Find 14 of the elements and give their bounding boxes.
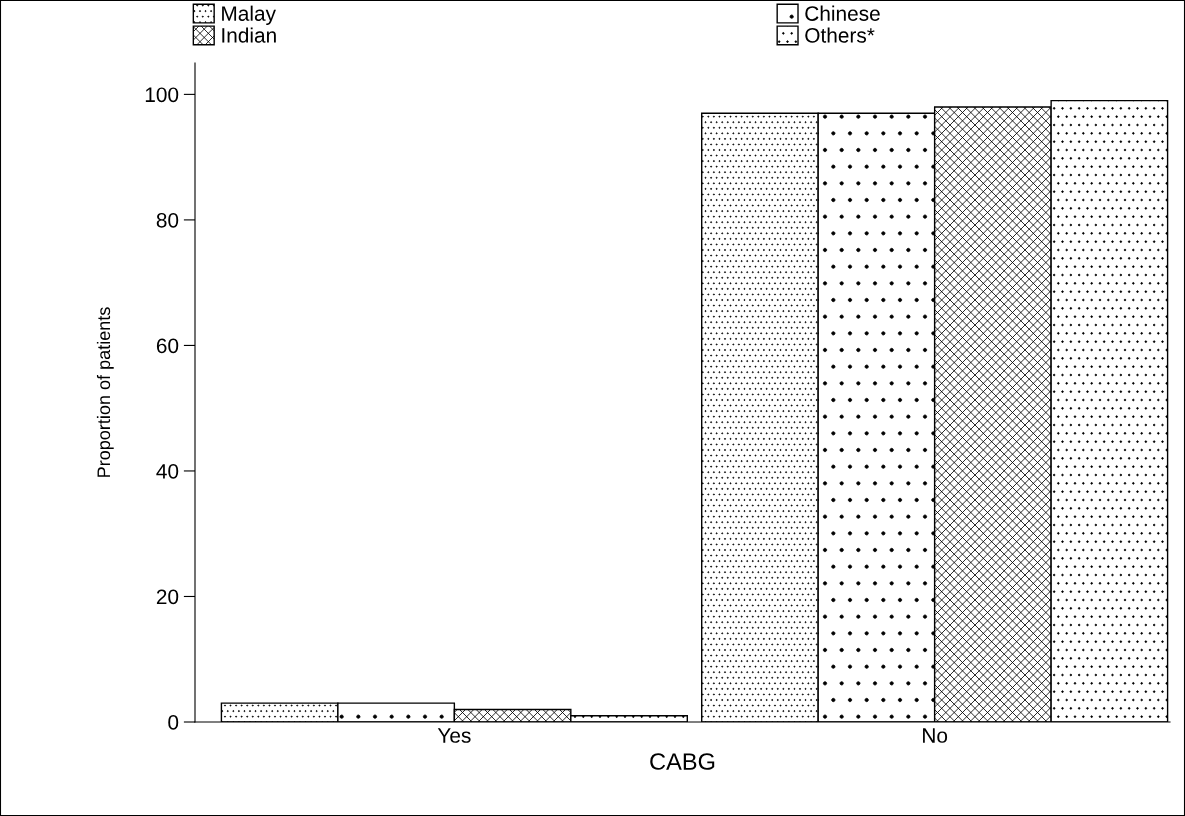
x-tick-label: No [923, 728, 948, 743]
y-tick-label: 0 [168, 715, 179, 730]
legend-label: Chinese [805, 5, 880, 21]
y-tick-label: 20 [156, 589, 179, 605]
y-tick-label: 60 [156, 338, 179, 354]
legend-label: Others* [805, 27, 875, 43]
y-tick-label: 80 [156, 212, 179, 228]
y-tick-label: 100 [145, 87, 179, 103]
legend-label: Malay [222, 5, 276, 26]
y-tick-label: 40 [156, 463, 179, 479]
x-tick-label: Yes [437, 728, 471, 743]
x-axis-title: CABG [650, 753, 715, 770]
y-axis-title: Proportion of patients [96, 307, 114, 477]
legend-label: Indian [222, 27, 276, 43]
